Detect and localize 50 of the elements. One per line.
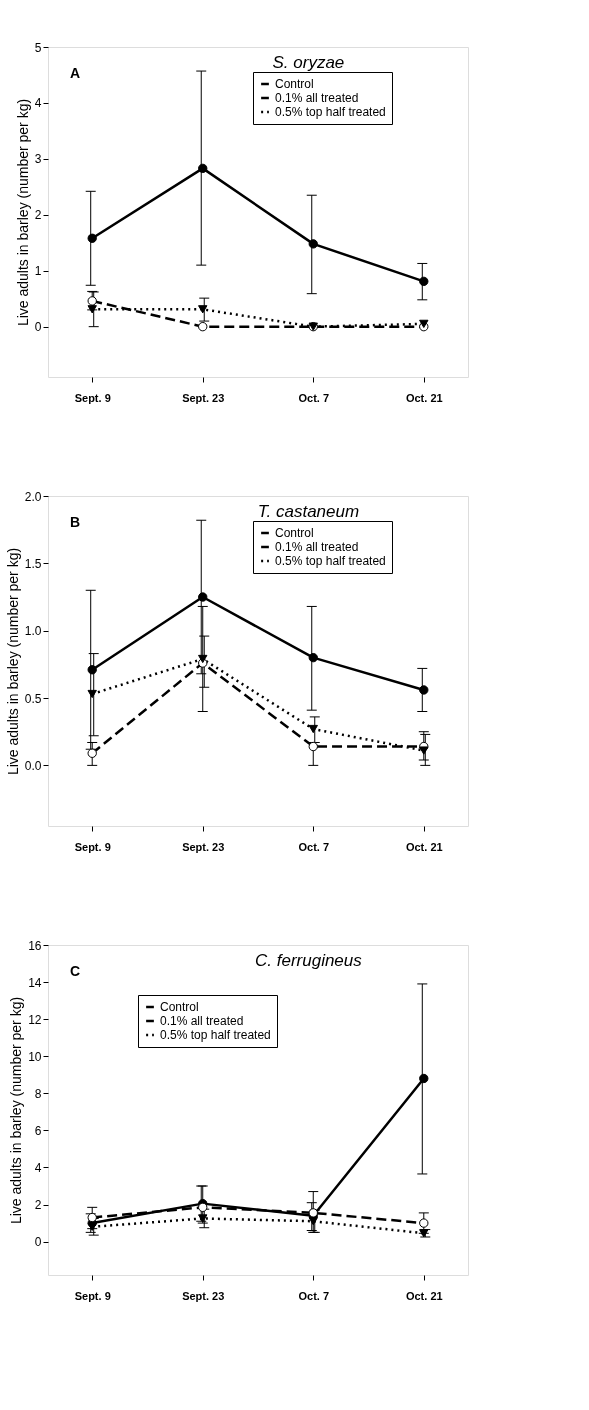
x-tick-label: Sept. 23 xyxy=(182,1289,225,1302)
y-tick-label: 3 xyxy=(34,152,42,167)
y-axis-title: Live adults in barley (number per kg) xyxy=(8,996,25,1225)
y-tick-label: 2 xyxy=(34,1198,42,1213)
annotation: C xyxy=(70,963,81,979)
y-tick-label: 0.0 xyxy=(24,758,42,773)
y-tick-label: 14 xyxy=(28,975,42,990)
legend-label: 0.5% top half treated xyxy=(160,1028,271,1042)
chart-title: C. ferrugineus xyxy=(255,951,363,970)
y-axis-title: Live adults in barley (number per kg) xyxy=(14,98,31,327)
annotation: A xyxy=(70,65,81,81)
y-tick-label: 2 xyxy=(34,208,42,223)
y-tick-label: 4 xyxy=(34,96,42,111)
x-tick-label: Sept. 23 xyxy=(182,391,225,404)
y-tick-label: 16 xyxy=(28,938,42,953)
x-tick-label: Oct. 21 xyxy=(405,840,443,853)
x-tick-label: Sept. 9 xyxy=(74,391,111,404)
legend-label: Control xyxy=(160,1000,199,1014)
y-tick-label: 0 xyxy=(34,1235,42,1250)
chart-title: T. castaneum xyxy=(257,502,360,521)
legend-label: Control xyxy=(275,77,314,91)
y-tick-label: 2.0 xyxy=(24,489,42,504)
x-tick-label: Oct. 21 xyxy=(405,391,443,404)
chart-title: S. oryzae xyxy=(272,53,345,72)
x-tick-label: Sept. 9 xyxy=(74,1289,111,1302)
x-tick-label: Oct. 21 xyxy=(405,1289,443,1302)
x-tick-label: Oct. 7 xyxy=(298,1289,330,1302)
legend-label: Control xyxy=(275,526,314,540)
legend-label: 0.5% top half treated xyxy=(275,554,386,568)
x-tick-label: Oct. 7 xyxy=(298,840,330,853)
y-tick-label: 0.5 xyxy=(24,691,42,706)
y-tick-label: 6 xyxy=(34,1123,42,1138)
y-tick-label: 1.0 xyxy=(24,624,42,639)
legend-label: 0.1% all treated xyxy=(275,91,359,105)
y-tick-label: 1 xyxy=(34,264,42,279)
legend-label: 0.1% all treated xyxy=(160,1014,244,1028)
y-tick-label: 4 xyxy=(34,1160,42,1175)
y-tick-label: 1.5 xyxy=(24,556,42,571)
y-axis-title: Live adults in barley (number per kg) xyxy=(4,547,21,776)
y-tick-label: 8 xyxy=(34,1086,42,1101)
y-tick-label: 5 xyxy=(34,40,42,55)
x-tick-label: Sept. 9 xyxy=(74,840,111,853)
annotation: B xyxy=(70,514,81,530)
legend-label: 0.1% all treated xyxy=(275,540,359,554)
y-tick-label: 10 xyxy=(28,1049,42,1064)
y-tick-label: 12 xyxy=(28,1012,42,1027)
legend-label: 0.5% top half treated xyxy=(275,105,386,119)
y-tick-label: 0 xyxy=(34,320,42,335)
x-tick-label: Oct. 7 xyxy=(298,391,330,404)
x-tick-label: Sept. 23 xyxy=(182,840,225,853)
